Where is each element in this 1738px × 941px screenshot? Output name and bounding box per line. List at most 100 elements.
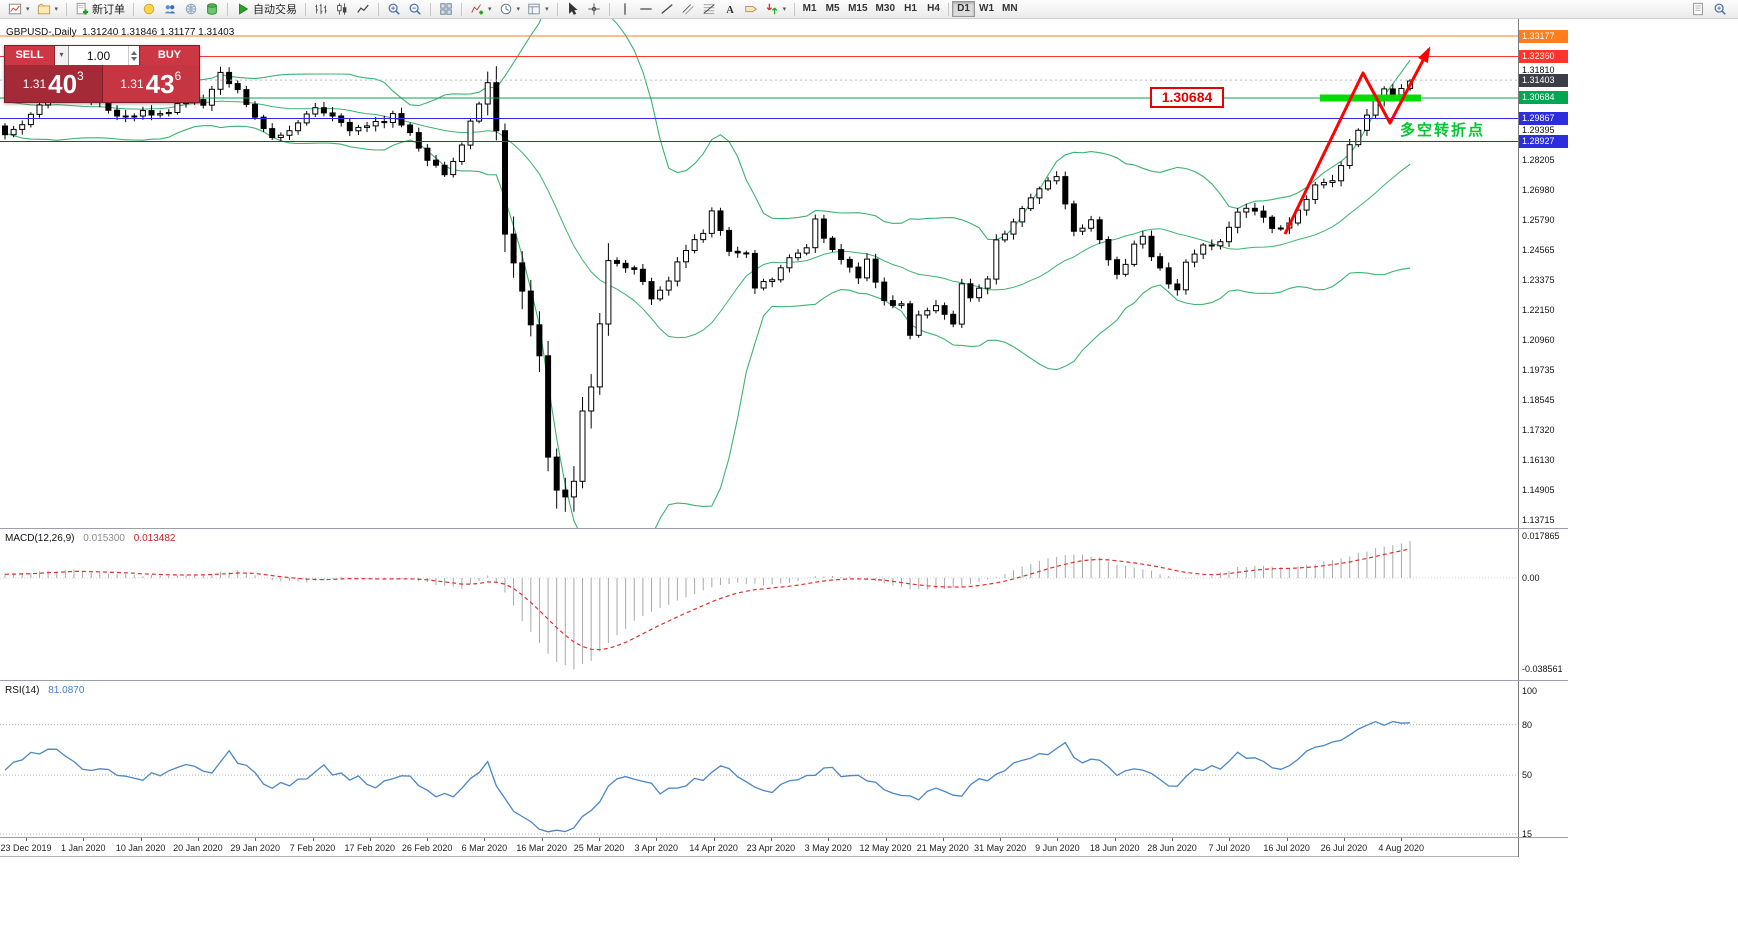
- sell-price-point: 3: [77, 69, 84, 83]
- date-label: 17 Feb 2020: [344, 843, 396, 853]
- date-tick-mark: [427, 838, 429, 841]
- chevron-down-icon[interactable]: ▾: [545, 6, 549, 13]
- volume-spinner[interactable]: [128, 46, 139, 65]
- spinner-up-icon[interactable]: [131, 50, 137, 55]
- macd-histogram: [4, 541, 1411, 670]
- date-tick-mark: [770, 838, 772, 841]
- timeframe-m5[interactable]: M5: [821, 1, 844, 17]
- search-button[interactable]: [1710, 1, 1730, 18]
- volume-dropdown-button[interactable]: ▾: [55, 46, 69, 65]
- indicators-button[interactable]: ▾: [467, 1, 495, 18]
- rsi-canvas[interactable]: [0, 681, 1518, 837]
- price-tick: 1.13715: [1522, 515, 1555, 525]
- price-callout-label[interactable]: 1.30684: [1150, 87, 1224, 108]
- timeframe-d1[interactable]: D1: [952, 1, 975, 17]
- spinner-down-icon[interactable]: [131, 56, 137, 61]
- macd-indicator-label: MACD(12,26,9) 0.015300 0.013482: [5, 533, 175, 544]
- zoom-out-button[interactable]: [405, 1, 425, 18]
- main-chart-canvas[interactable]: [0, 19, 1518, 528]
- horizontal-line-button[interactable]: [636, 1, 656, 18]
- trendline-button[interactable]: [657, 1, 677, 18]
- tile-windows-button[interactable]: [436, 1, 456, 18]
- candlestick-chart-button[interactable]: [332, 1, 352, 18]
- date-tick-mark: [312, 838, 314, 841]
- price-tick: 1.28205: [1522, 154, 1555, 165]
- line-chart-button[interactable]: [353, 1, 373, 18]
- date-tick-mark: [140, 838, 142, 841]
- timeframe-mn[interactable]: MN: [998, 1, 1022, 17]
- equidistant-channel-button[interactable]: [678, 1, 698, 18]
- sell-button[interactable]: SELL: [5, 46, 55, 65]
- community-button[interactable]: [160, 1, 180, 18]
- rsi-line: [4, 720, 1411, 833]
- toolbar-groups: ▾ ▾ 新订单 自动交易 ▾ ▾ ▾ A ▾: [3, 1, 791, 18]
- timeframe-w1[interactable]: W1: [975, 1, 998, 17]
- macd-axis-tick: 0.017865: [1522, 530, 1560, 541]
- chevron-down-icon[interactable]: ▾: [26, 6, 30, 13]
- timeframe-h1[interactable]: H1: [899, 1, 922, 17]
- periods-button[interactable]: ▾: [496, 1, 524, 18]
- zoom-in-button[interactable]: [384, 1, 404, 18]
- text-label-button[interactable]: [741, 1, 761, 18]
- rsi-axis-tick: 15: [1522, 828, 1533, 839]
- support-line-green-label: 1.30684: [1519, 91, 1568, 105]
- chevron-down-icon[interactable]: ▾: [516, 6, 521, 13]
- sell-price-display[interactable]: 1.31 40 3: [5, 65, 103, 102]
- toolbar-separator: [227, 2, 229, 16]
- date-axis[interactable]: 23 Dec 2019 1 Jan 2020 10 Jan 2020 20 Jan 2…: [0, 838, 1518, 857]
- date-label: 23 Dec 2019: [0, 843, 52, 853]
- cursor-button[interactable]: [563, 1, 583, 18]
- alerts-button[interactable]: [139, 1, 159, 18]
- toolbar-separator: [461, 2, 463, 16]
- trend-arrow[interactable]: [1283, 48, 1431, 235]
- chevron-down-icon[interactable]: ▾: [782, 6, 787, 13]
- support-zone-highlight[interactable]: [1320, 94, 1421, 102]
- price-tick: 1.23375: [1522, 274, 1555, 285]
- chevron-down-icon[interactable]: ▾: [488, 6, 492, 13]
- rsi-dates-separator[interactable]: [0, 837, 1568, 838]
- market-search-button[interactable]: [181, 1, 201, 18]
- macd-rsi-separator[interactable]: [0, 680, 1568, 681]
- bollinger-lower-band: [4, 125, 1411, 528]
- cursor-icon: [566, 2, 580, 16]
- timeframe-h4[interactable]: H4: [922, 1, 945, 17]
- toolbar-separator: [378, 2, 380, 16]
- date-label: 7 Feb 2020: [289, 843, 336, 853]
- macd-canvas[interactable]: [0, 529, 1518, 680]
- docs-button[interactable]: [1688, 1, 1708, 18]
- crosshair-button[interactable]: [584, 1, 604, 18]
- bar-chart-button[interactable]: [311, 1, 331, 18]
- auto-trading-button[interactable]: 自动交易: [233, 1, 300, 18]
- price-axis[interactable]: 1.31810 1.29395 1.28205 1.26980 1.25790 1.245…: [1518, 19, 1568, 857]
- main-macd-separator[interactable]: [0, 528, 1568, 529]
- toolbar-group: [382, 1, 427, 18]
- timeframe-m30[interactable]: M30: [872, 1, 899, 17]
- templates-button[interactable]: ▾: [524, 1, 552, 18]
- buy-price-figure: 1.31: [120, 76, 144, 91]
- date-label: 21 May 2020: [916, 843, 969, 853]
- price-tick: 1.18545: [1522, 394, 1555, 405]
- timeframe-m15[interactable]: M15: [844, 1, 871, 17]
- new-chart-button[interactable]: ▾: [5, 1, 33, 18]
- text-button[interactable]: A: [720, 1, 740, 18]
- date-label: 6 Mar 2020: [461, 843, 508, 853]
- new-order-button[interactable]: 新订单: [72, 1, 128, 18]
- turning-point-text[interactable]: 多空转折点: [1400, 122, 1486, 139]
- volume-field[interactable]: 1.00: [69, 46, 140, 65]
- date-label: 29 Jan 2020: [230, 843, 280, 853]
- date-tick-mark: [1057, 838, 1059, 841]
- price-tick: 1.31810: [1522, 64, 1555, 75]
- toolbar-separator: [305, 2, 307, 16]
- chevron-down-icon[interactable]: ▾: [54, 6, 59, 13]
- indicators-icon: [470, 2, 484, 16]
- market-watch-button[interactable]: [202, 1, 222, 18]
- buy-price-display[interactable]: 1.31 43 6: [102, 65, 199, 102]
- timeframe-m1[interactable]: M1: [798, 1, 821, 17]
- volume-value[interactable]: 1.00: [86, 48, 111, 63]
- vertical-line-button[interactable]: [615, 1, 635, 18]
- buy-button[interactable]: BUY: [140, 46, 199, 65]
- date-tick-mark: [484, 838, 486, 841]
- fibonacci-button[interactable]: [699, 1, 719, 18]
- arrows-button[interactable]: ▾: [762, 1, 790, 18]
- profiles-button[interactable]: ▾: [34, 1, 62, 18]
